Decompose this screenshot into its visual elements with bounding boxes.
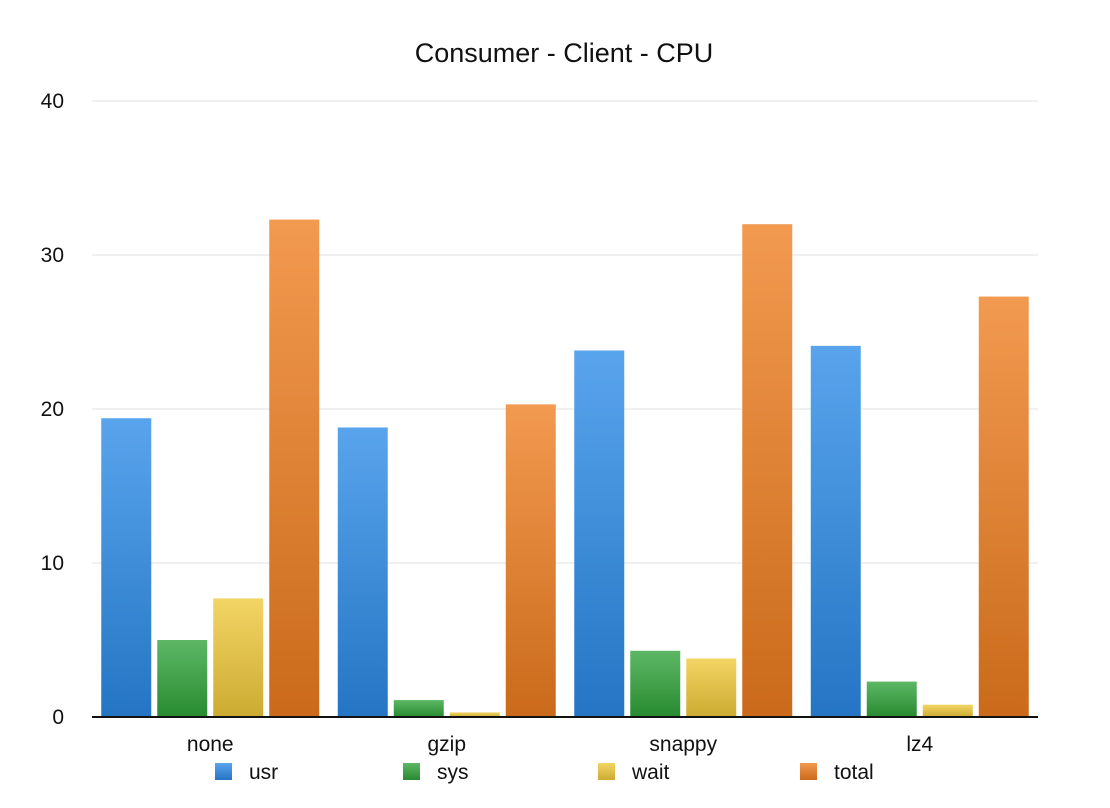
bar-usr-lz4 (810, 345, 861, 717)
y-tick-label: 20 (41, 398, 64, 421)
legend-label: sys (437, 761, 469, 784)
bar-usr-gzip (337, 427, 388, 717)
bar-wait-snappy (686, 658, 737, 717)
legend-item-usr: usr (215, 761, 278, 784)
bar-wait-none (213, 598, 264, 717)
x-tick-label: none (187, 733, 234, 756)
bar-total-snappy (742, 224, 793, 717)
legend-swatch (403, 763, 420, 780)
bar-total-lz4 (978, 296, 1029, 717)
legend-swatch (598, 763, 615, 780)
grid-lines (92, 100, 1038, 564)
bar-total-none (269, 219, 320, 717)
legend-swatch (800, 763, 817, 780)
bar-total-gzip (505, 404, 556, 717)
y-tick-label: 30 (41, 244, 64, 267)
bar-wait-gzip (449, 712, 500, 717)
legend-label: wait (631, 761, 670, 784)
x-tick-label: lz4 (906, 733, 933, 756)
bar-wait-lz4 (922, 704, 973, 717)
bar-usr-none (101, 418, 152, 717)
x-tick-label: gzip (427, 733, 466, 756)
category-labels: none gzip snappy lz4 (187, 733, 934, 756)
legend-item-total: total (800, 761, 874, 784)
legend-item-sys: sys (403, 761, 469, 784)
bar-usr-snappy (574, 350, 625, 717)
y-tick-label: 40 (41, 90, 64, 113)
legend: usr sys wait total (215, 761, 874, 784)
legend-label: total (834, 761, 874, 784)
bars (101, 219, 1029, 717)
y-tick-label: 0 (52, 706, 64, 729)
bar-sys-gzip (393, 700, 444, 717)
x-tick-label: snappy (649, 733, 717, 756)
bar-sys-snappy (630, 650, 681, 717)
legend-swatch (215, 763, 232, 780)
legend-item-wait: wait (598, 761, 670, 784)
y-axis-ticks: 0 10 20 30 40 (41, 90, 64, 729)
legend-label: usr (249, 761, 278, 784)
bar-sys-lz4 (866, 681, 917, 717)
y-tick-label: 10 (41, 552, 64, 575)
chart-title: Consumer - Client - CPU (415, 38, 714, 68)
bar-sys-none (157, 640, 208, 717)
